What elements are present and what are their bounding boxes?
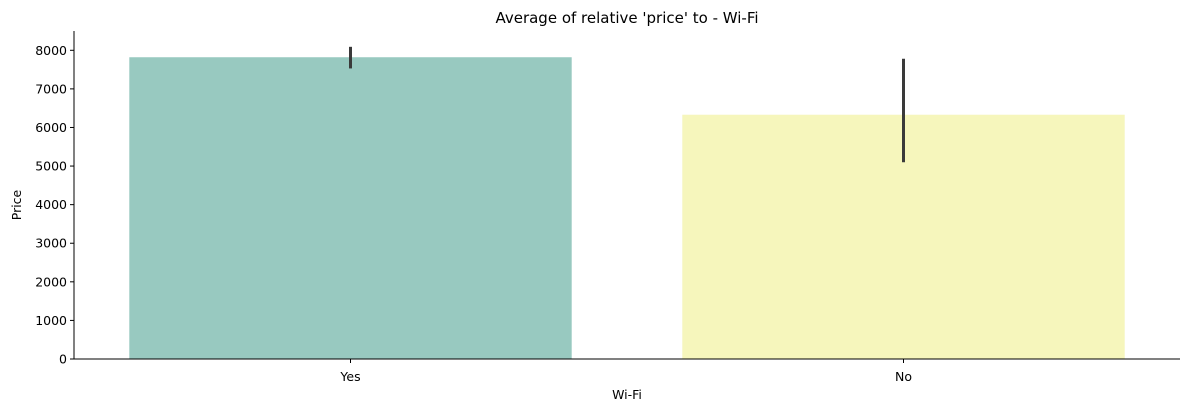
y-axis: 0 1000 2000 3000 4000 5000 6000 7000 8000 (35, 31, 75, 367)
y-tick-label: 6000 (35, 120, 67, 135)
y-tick-label: 5000 (35, 159, 67, 174)
bar-yes (129, 57, 572, 360)
y-tick-label: 2000 (35, 274, 67, 289)
x-tick-label: No (895, 369, 912, 384)
y-tick-label: 1000 (35, 313, 67, 328)
y-tick-label: 0 (59, 352, 67, 367)
x-axis-label: Wi-Fi (612, 387, 642, 402)
error-bars-group (349, 46, 905, 163)
y-tick-label: 7000 (35, 81, 67, 96)
y-tick-label: 4000 (35, 197, 67, 212)
x-axis: Yes No (74, 358, 1180, 384)
y-axis-label: Price (9, 189, 24, 220)
bars-group (129, 57, 1125, 360)
chart-title: Average of relative 'price' to - Wi-Fi (495, 9, 758, 27)
y-tick-label: 8000 (35, 43, 67, 58)
y-tick-label: 3000 (35, 236, 67, 251)
x-tick-label: Yes (339, 369, 360, 384)
